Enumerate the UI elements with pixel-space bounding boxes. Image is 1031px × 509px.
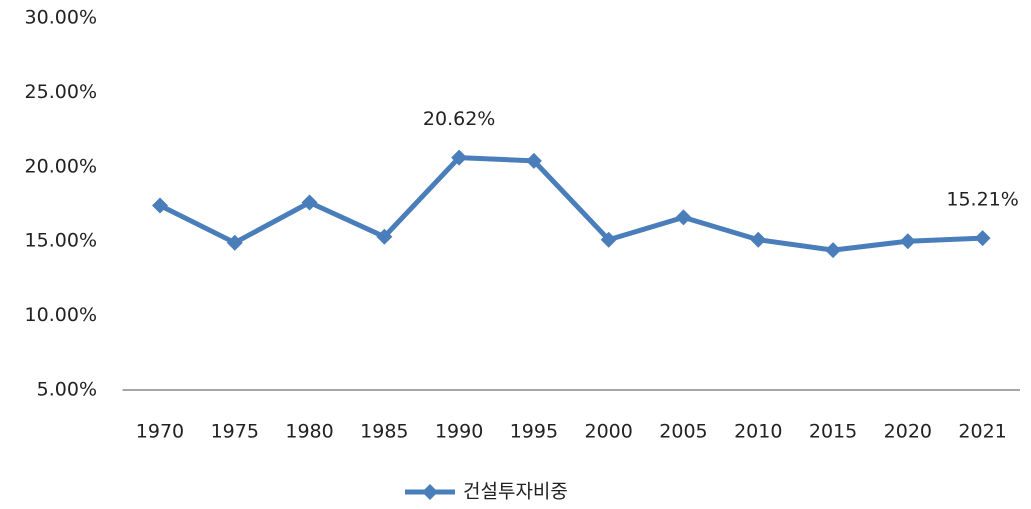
- point-marker: [226, 234, 243, 251]
- legend-marker: [422, 484, 438, 500]
- y-tick-label: 25.00%: [25, 81, 97, 103]
- y-tick-label: 5.00%: [37, 379, 97, 401]
- point-marker: [974, 230, 991, 247]
- point-marker: [151, 197, 168, 214]
- point-marker: [451, 149, 468, 166]
- x-tick-label: 1980: [285, 421, 333, 443]
- point-marker: [600, 231, 617, 248]
- x-tick-label: 2015: [809, 421, 857, 443]
- data-label: 15.21%: [946, 189, 1018, 211]
- x-tick-label: 2005: [659, 421, 707, 443]
- data-label: 20.62%: [423, 108, 495, 130]
- point-marker: [675, 209, 692, 226]
- y-tick-label: 20.00%: [25, 155, 97, 177]
- x-tick-label: 2000: [585, 421, 633, 443]
- y-tick-label: 15.00%: [25, 230, 97, 252]
- legend-label: 건설투자비중: [463, 481, 568, 503]
- point-marker: [825, 242, 842, 259]
- point-marker: [376, 228, 393, 245]
- x-tick-label: 1985: [360, 421, 408, 443]
- point-marker: [899, 233, 916, 250]
- point-marker: [301, 194, 318, 211]
- x-tick-label: 2010: [734, 421, 782, 443]
- x-tick-label: 1970: [136, 421, 184, 443]
- x-tick-label: 2020: [884, 421, 932, 443]
- point-marker: [750, 231, 767, 248]
- x-tick-label: 2021: [958, 421, 1006, 443]
- series-line: [158, 155, 983, 253]
- y-tick-label: 10.00%: [25, 304, 97, 326]
- point-marker: [525, 152, 542, 169]
- x-tick-label: 1975: [211, 421, 259, 443]
- x-tick-label: 1990: [435, 421, 483, 443]
- y-tick-label: 30.00%: [25, 7, 97, 29]
- x-tick-label: 1995: [510, 421, 558, 443]
